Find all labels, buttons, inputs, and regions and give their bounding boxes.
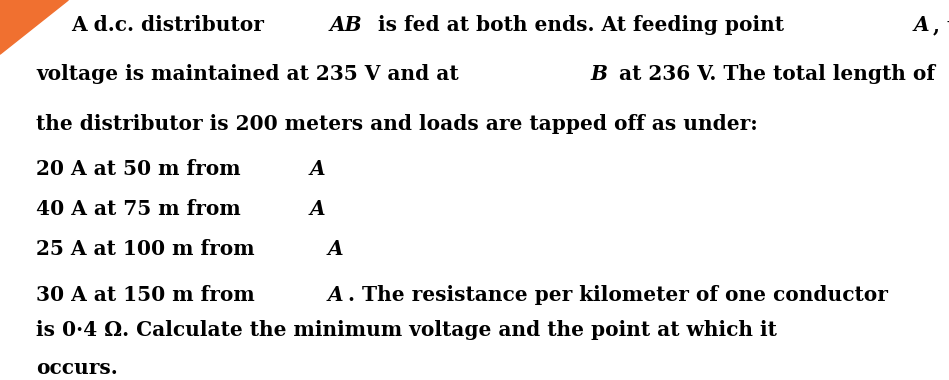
- Text: A: A: [327, 239, 343, 260]
- Text: is fed at both ends. At feeding point: is fed at both ends. At feeding point: [371, 15, 791, 35]
- Text: A d.c. distributor: A d.c. distributor: [71, 15, 271, 35]
- Text: AB: AB: [329, 15, 362, 35]
- Text: A: A: [309, 199, 325, 219]
- Text: is 0·4 Ω. Calculate the minimum voltage and the point at which it: is 0·4 Ω. Calculate the minimum voltage …: [36, 320, 777, 340]
- Text: the distributor is 200 meters and loads are tapped off as under:: the distributor is 200 meters and loads …: [36, 114, 758, 133]
- Polygon shape: [0, 0, 68, 54]
- Text: 40 A at 75 m from: 40 A at 75 m from: [36, 199, 248, 219]
- Text: 25 A at 100 m from: 25 A at 100 m from: [36, 239, 262, 260]
- Text: A: A: [327, 285, 343, 305]
- Text: voltage is maintained at 235 V and at: voltage is maintained at 235 V and at: [36, 64, 466, 84]
- Text: 20 A at 50 m from: 20 A at 50 m from: [36, 159, 248, 179]
- Text: A: A: [913, 15, 929, 35]
- Text: 30 A at 150 m from: 30 A at 150 m from: [36, 285, 262, 305]
- Text: at 236 V. The total length of: at 236 V. The total length of: [612, 64, 936, 84]
- Text: , the: , the: [933, 15, 949, 35]
- Text: . The resistance per kilometer of one conductor: . The resistance per kilometer of one co…: [347, 285, 887, 305]
- Text: occurs.: occurs.: [36, 358, 118, 378]
- Text: A: A: [309, 159, 325, 179]
- Text: B: B: [590, 64, 607, 84]
